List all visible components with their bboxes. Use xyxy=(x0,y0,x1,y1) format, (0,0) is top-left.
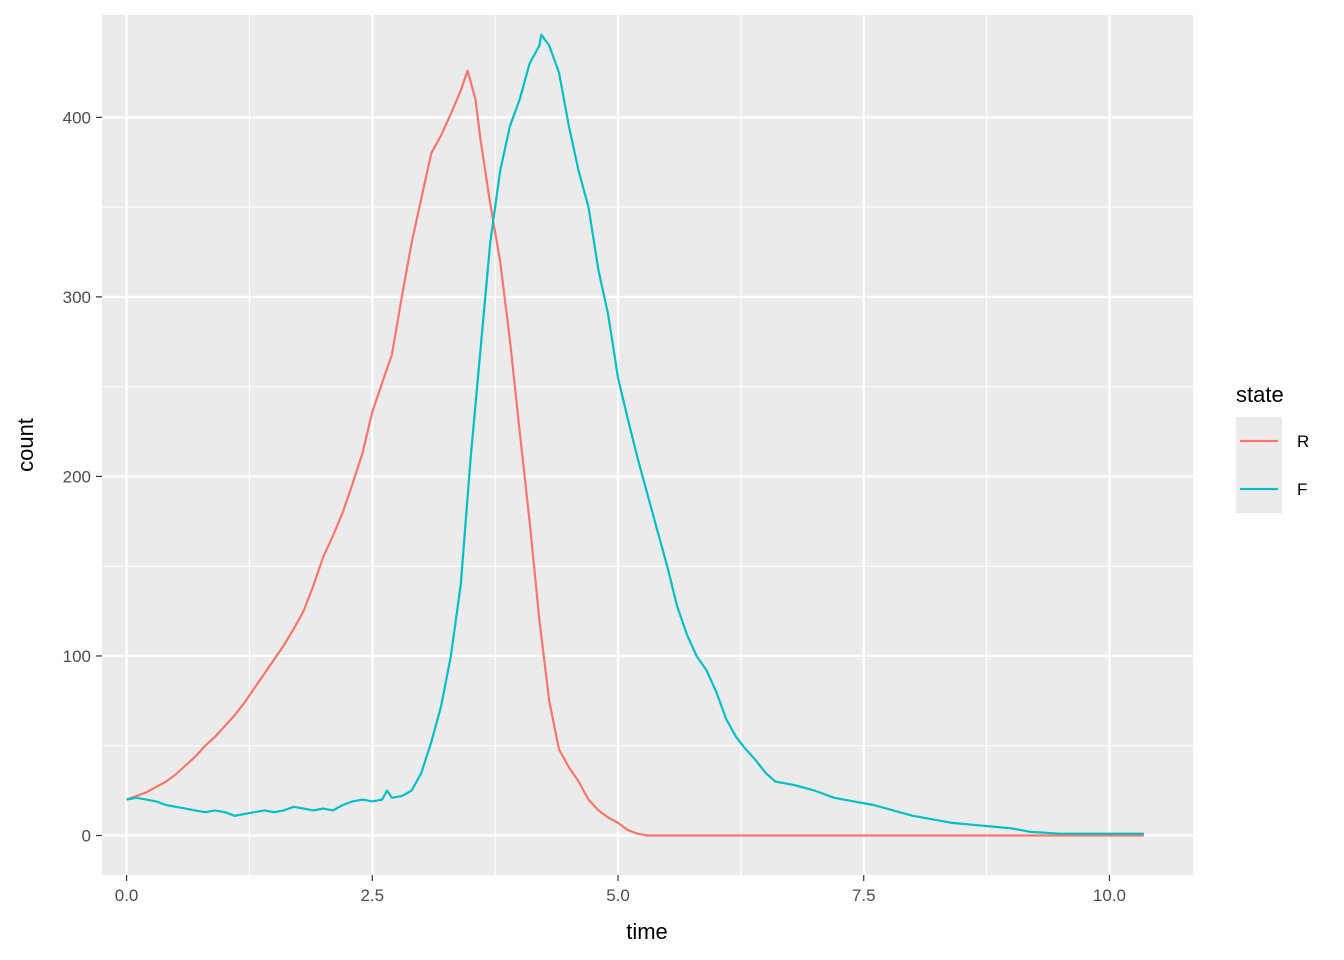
y-tick-label: 400 xyxy=(63,108,91,127)
series-lines xyxy=(126,33,1144,837)
x-tick-label: 2.5 xyxy=(360,886,384,905)
x-tick-label: 0.0 xyxy=(115,886,139,905)
y-tick-label: 0 xyxy=(82,827,91,846)
y-tick-label: 200 xyxy=(63,467,91,486)
legend: state R F xyxy=(1236,382,1309,513)
legend-label-r: R xyxy=(1297,432,1309,451)
series-line-f xyxy=(126,33,1144,835)
x-tick-label: 7.5 xyxy=(852,886,876,905)
x-axis-ticks: 0.0 2.5 5.0 7.5 10.0 xyxy=(115,875,1126,905)
legend-label-f: F xyxy=(1297,480,1307,499)
series-line-r xyxy=(126,69,1144,837)
plot-panel xyxy=(102,15,1193,875)
x-axis-title: time xyxy=(626,919,668,944)
legend-title: state xyxy=(1236,382,1284,407)
y-tick-label: 300 xyxy=(63,288,91,307)
y-tick-label: 100 xyxy=(63,647,91,666)
minor-gridlines xyxy=(102,15,1193,875)
y-axis-ticks: 0 100 200 300 400 xyxy=(63,108,102,846)
y-axis-title: count xyxy=(13,418,38,472)
x-tick-label: 10.0 xyxy=(1093,886,1126,905)
x-tick-label: 5.0 xyxy=(606,886,630,905)
